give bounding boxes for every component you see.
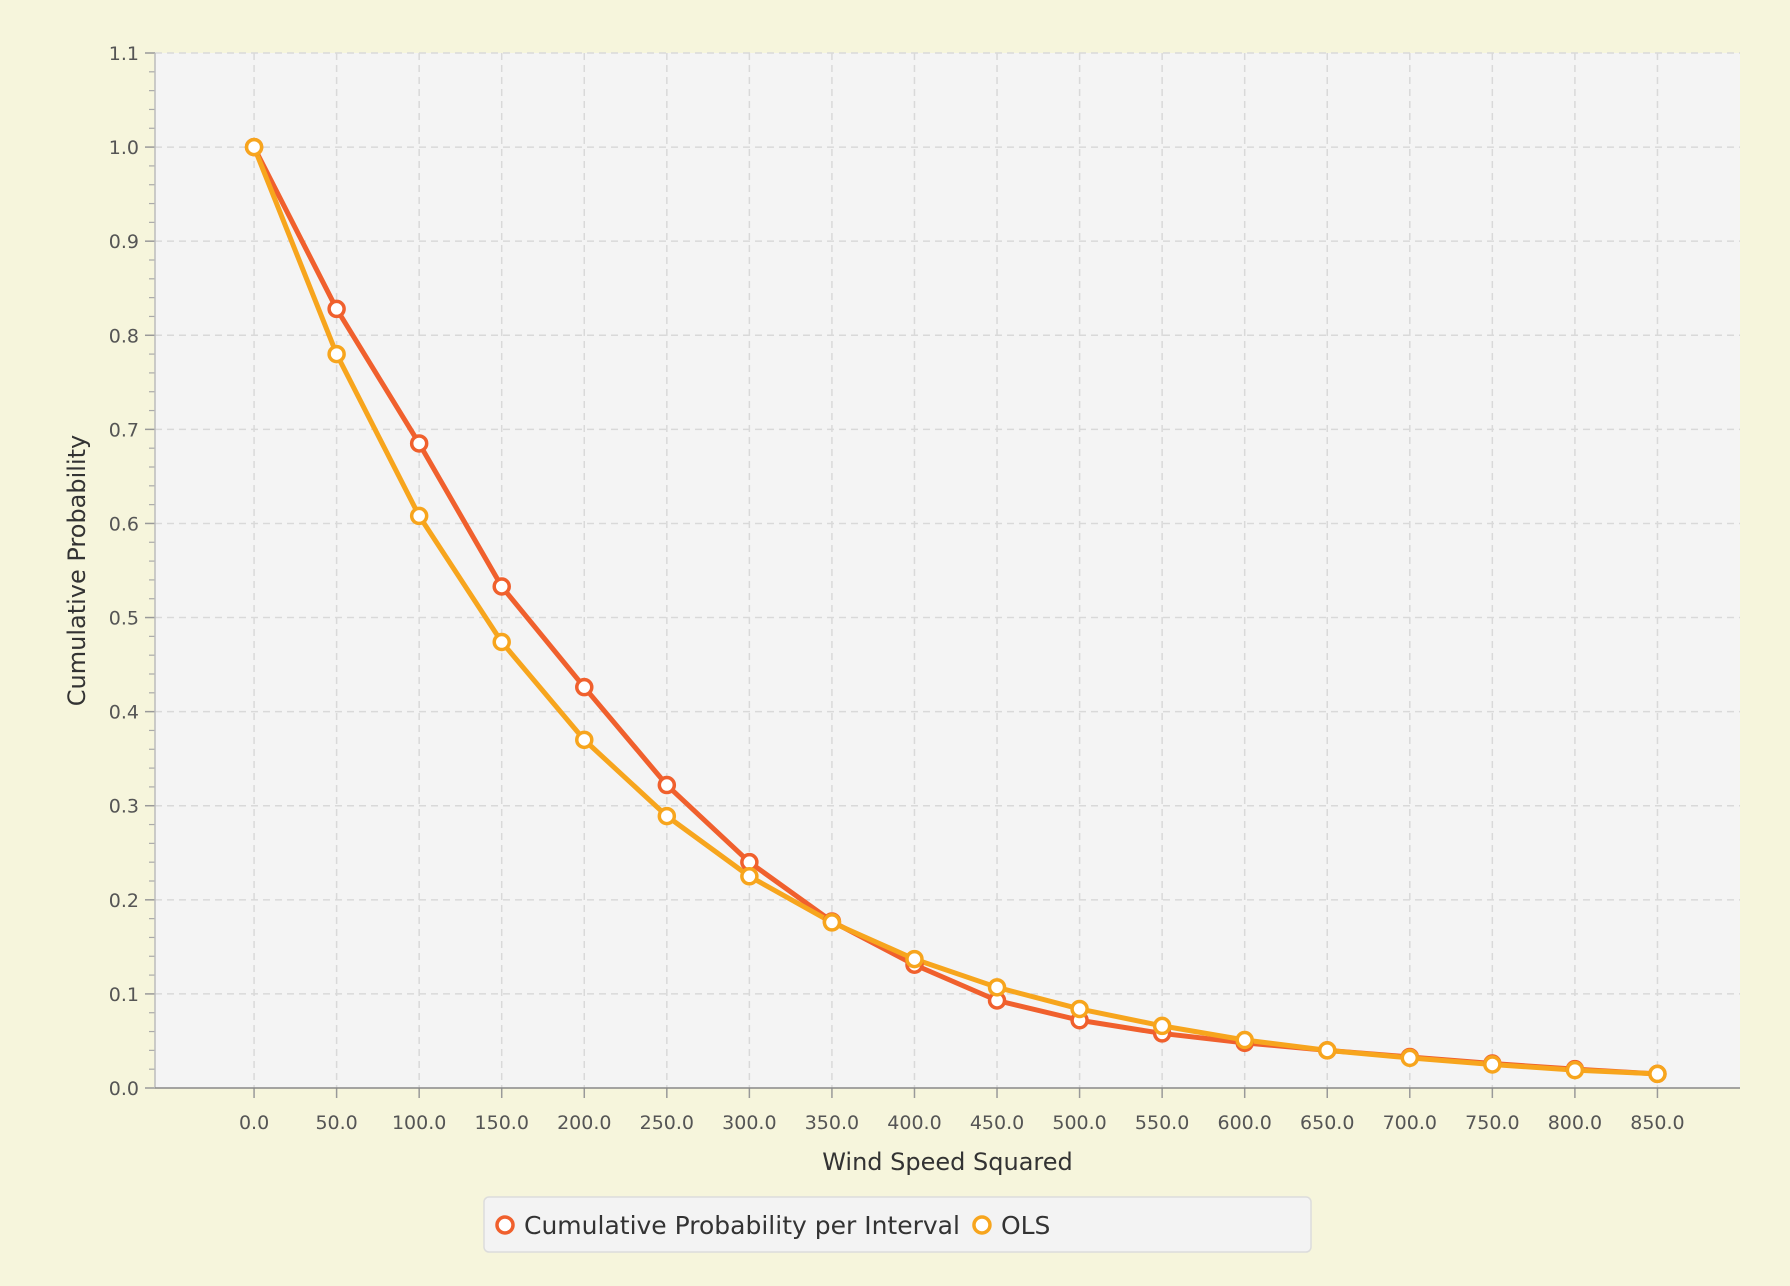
axes: 0.0 0.1 0.2 0.3 0.4 0.5 0.6 0.7 0.8 0.9 1.0 1.1 0.0 5… bbox=[109, 43, 1740, 1134]
legend: Cumulative Probability per Interval OLS bbox=[483, 1196, 1312, 1253]
x-tick-label: 700.0 bbox=[1383, 1112, 1437, 1134]
x-tick-label: 600.0 bbox=[1217, 1112, 1271, 1134]
series-line-2 bbox=[251, 144, 1660, 1077]
legend-label-2: OLS bbox=[1001, 1211, 1050, 1240]
legend-marker-1 bbox=[495, 1215, 515, 1235]
x-tick-label: 400.0 bbox=[887, 1112, 941, 1134]
y-tick-label: 0.9 bbox=[109, 231, 139, 253]
x-tick-label: 100.0 bbox=[392, 1112, 446, 1134]
y-tick-label: 0.5 bbox=[109, 608, 139, 630]
y-tick-label: 0.7 bbox=[109, 419, 139, 441]
x-tick-label: 800.0 bbox=[1548, 1112, 1602, 1134]
series-1-point bbox=[575, 677, 594, 697]
x-tick-label: 750.0 bbox=[1465, 1112, 1519, 1134]
y-axis-title: Cumulative Probability bbox=[63, 435, 91, 706]
series-layer bbox=[244, 137, 1667, 1084]
series-2-point bbox=[657, 806, 677, 826]
series-2-point bbox=[1317, 1041, 1337, 1060]
x-tick-label: 250.0 bbox=[640, 1112, 694, 1134]
x-tick-label: 50.0 bbox=[315, 1112, 357, 1134]
y-tick-label: 0.4 bbox=[109, 702, 139, 724]
series-2-point bbox=[575, 730, 594, 750]
series-2-point bbox=[905, 949, 924, 969]
x-tick-label: 650.0 bbox=[1300, 1112, 1354, 1134]
series-2-point bbox=[1483, 1055, 1502, 1074]
series-2-point bbox=[1235, 1030, 1254, 1050]
legend-label-1: Cumulative Probability per Interval bbox=[524, 1211, 960, 1240]
y-tick-label: 1.0 bbox=[109, 137, 139, 159]
y-tick-label: 0.8 bbox=[109, 325, 139, 347]
series-2-point bbox=[409, 506, 429, 526]
series-2-point bbox=[822, 913, 842, 932]
series-2-point bbox=[492, 632, 511, 652]
series-2-point bbox=[1070, 999, 1089, 1019]
series-2-point bbox=[327, 344, 346, 364]
x-tick-label: 300.0 bbox=[722, 1112, 776, 1134]
y-tick-label: 0.6 bbox=[109, 513, 139, 535]
x-tick-label: 0.0 bbox=[239, 1112, 269, 1134]
y-tick-label: 0.0 bbox=[109, 1078, 139, 1100]
x-tick-label: 450.0 bbox=[970, 1112, 1024, 1134]
x-tick-label: 200.0 bbox=[557, 1112, 611, 1134]
y-tick-label: 1.1 bbox=[109, 43, 139, 65]
y-tick-label: 0.1 bbox=[109, 984, 139, 1006]
series-2-point bbox=[1565, 1060, 1585, 1080]
x-tick-label: 850.0 bbox=[1630, 1112, 1684, 1134]
series-2-point bbox=[1400, 1048, 1420, 1068]
series-1-point bbox=[657, 775, 677, 795]
series-2-point bbox=[1648, 1064, 1667, 1084]
plot-area bbox=[155, 53, 1740, 1088]
x-tick-label: 500.0 bbox=[1052, 1112, 1106, 1134]
series-2-point bbox=[987, 978, 1007, 997]
y-tick-label: 0.2 bbox=[109, 890, 139, 912]
x-tick-label: 550.0 bbox=[1135, 1112, 1189, 1134]
legend-box bbox=[483, 1196, 1312, 1253]
series-2-point bbox=[244, 137, 264, 157]
x-axis-title: Wind Speed Squared bbox=[822, 1148, 1073, 1176]
series-1-point bbox=[409, 434, 429, 453]
legend-marker-2 bbox=[972, 1215, 992, 1235]
x-tick-label: 150.0 bbox=[475, 1112, 529, 1134]
y-tick-label: 0.3 bbox=[109, 796, 139, 818]
series-2-point bbox=[1152, 1016, 1172, 1036]
series-1-point bbox=[492, 577, 511, 596]
series-2-point bbox=[740, 867, 759, 886]
x-tick-label: 350.0 bbox=[805, 1112, 859, 1134]
series-1-point bbox=[327, 299, 346, 319]
